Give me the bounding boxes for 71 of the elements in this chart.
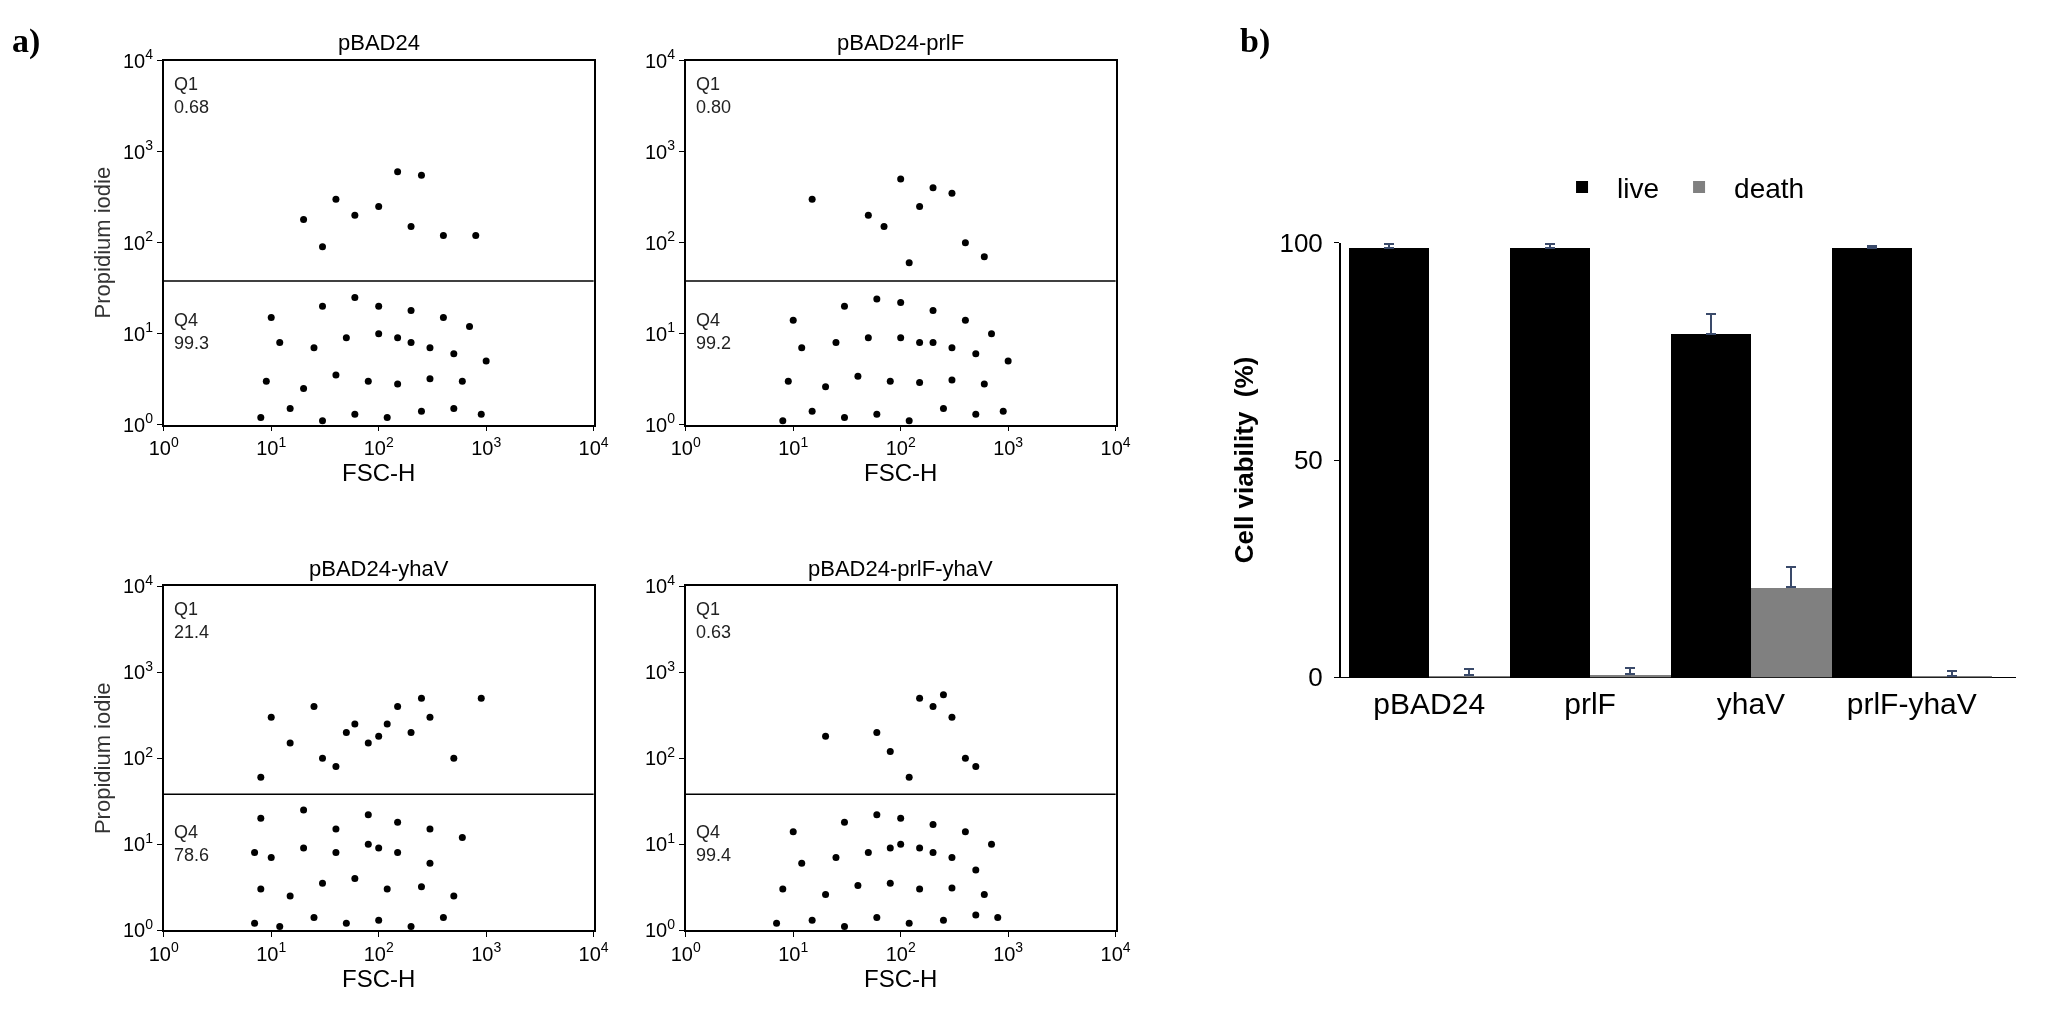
x-tick-label: 10$^{3}$ (993, 939, 1024, 965)
x-tick-label: prlF (1564, 687, 1616, 721)
chart-title: pBAD24-prlF-yhaV (808, 556, 993, 581)
y-tick-label: 10$^{4}$ (122, 46, 154, 72)
annotation: Q4 99.4 (696, 822, 732, 866)
x-tick-label: 10$^{2}$ (885, 433, 916, 460)
y-tick-label: 10$^{1}$ (122, 319, 154, 345)
y-tick-label: 10$^{0}$ (644, 915, 676, 942)
x-tick-label: yhaV (1716, 687, 1786, 721)
annotation: Q1 21.4 (174, 599, 210, 643)
y-tick-label: 0 (1308, 662, 1323, 693)
y-tick-label: 10$^{2}$ (122, 743, 154, 770)
x-tick-label: prlF-yhaV (1846, 687, 1977, 721)
y-tick-label: 10$^{4}$ (122, 571, 154, 598)
annotation: Q1 0.68 (174, 74, 210, 118)
x-tick-label: 10$^{2}$ (363, 433, 394, 460)
x-axis-title: FSC-H (864, 964, 938, 992)
y-axis-title: Propidium iodie (90, 166, 116, 319)
x-tick-label: 10$^{3}$ (471, 939, 502, 965)
x-tick-label: 10$^{1}$ (256, 433, 287, 460)
chart-title: pBAD24-yhaV (309, 556, 449, 581)
text: a) (12, 22, 41, 60)
annotation: Q4 78.6 (174, 822, 210, 866)
legend-label: death (1734, 172, 1805, 204)
x-axis-title: FSC-H (342, 964, 416, 992)
x-tick-label: 10$^{3}$ (471, 433, 502, 460)
annotation: Q1 0.63 (696, 599, 732, 643)
x-tick-label: 10$^{3}$ (993, 433, 1024, 460)
y-tick-label: 10$^{4}$ (644, 571, 676, 598)
y-tick-label: 10$^{1}$ (644, 829, 676, 856)
x-tick-label: 10$^{1}$ (778, 939, 809, 965)
x-tick-label: 10$^{4}$ (1100, 939, 1131, 965)
x-tick-label: 10$^{0}$ (670, 939, 701, 965)
y-tick-label: 10$^{2}$ (122, 228, 154, 254)
x-axis-title: FSC-H (342, 459, 416, 487)
x-tick-label: 10$^{2}$ (885, 939, 916, 965)
bar (1750, 587, 1832, 678)
legend-label: live (1617, 172, 1660, 204)
y-tick-label: 10$^{3}$ (122, 137, 154, 163)
x-tick-label: 10$^{0}$ (670, 433, 701, 460)
x-tick-label: 10$^{1}$ (778, 433, 809, 460)
x-axis-title: FSC-H (864, 459, 938, 487)
chart-title: pBAD24-prlF (837, 30, 965, 55)
y-tick-label: 10$^{0}$ (644, 410, 676, 436)
y-tick-label: 10$^{4}$ (644, 46, 676, 72)
text: b) (1240, 22, 1271, 60)
y-tick-label: 10$^{2}$ (644, 228, 676, 254)
annotation: Q1 0.80 (696, 74, 732, 118)
y-tick-label: 10$^{3}$ (122, 657, 154, 684)
chart-title: pBAD24 (338, 30, 420, 55)
annotation: Q4 99.2 (696, 310, 732, 354)
x-tick-label: pBAD24 (1373, 687, 1486, 721)
x-tick-label: 10$^{0}$ (148, 433, 179, 460)
y-tick-label: 100 (1279, 227, 1323, 258)
x-tick-label: 10$^{4}$ (578, 433, 609, 460)
y-axis-title: Propidium iodie (90, 682, 116, 835)
y-tick-label: 10$^{2}$ (644, 743, 676, 770)
x-tick-label: 10$^{4}$ (1100, 433, 1131, 460)
y-tick-label: 50 (1293, 445, 1323, 476)
y-axis-title: Cell viability (%) (1229, 356, 1260, 564)
y-tick-label: 10$^{3}$ (644, 137, 676, 163)
x-tick-label: 10$^{1}$ (256, 939, 287, 965)
x-tick-label: 10$^{2}$ (363, 939, 394, 965)
y-tick-label: 10$^{0}$ (122, 915, 154, 942)
x-tick-label: 10$^{0}$ (148, 939, 179, 965)
annotation: Q4 99.3 (174, 310, 210, 354)
y-tick-label: 10$^{1}$ (122, 829, 154, 856)
x-tick-label: 10$^{4}$ (578, 939, 609, 965)
y-tick-label: 10$^{3}$ (644, 657, 676, 684)
y-tick-label: 10$^{1}$ (644, 319, 676, 345)
y-tick-label: 10$^{0}$ (122, 410, 154, 436)
